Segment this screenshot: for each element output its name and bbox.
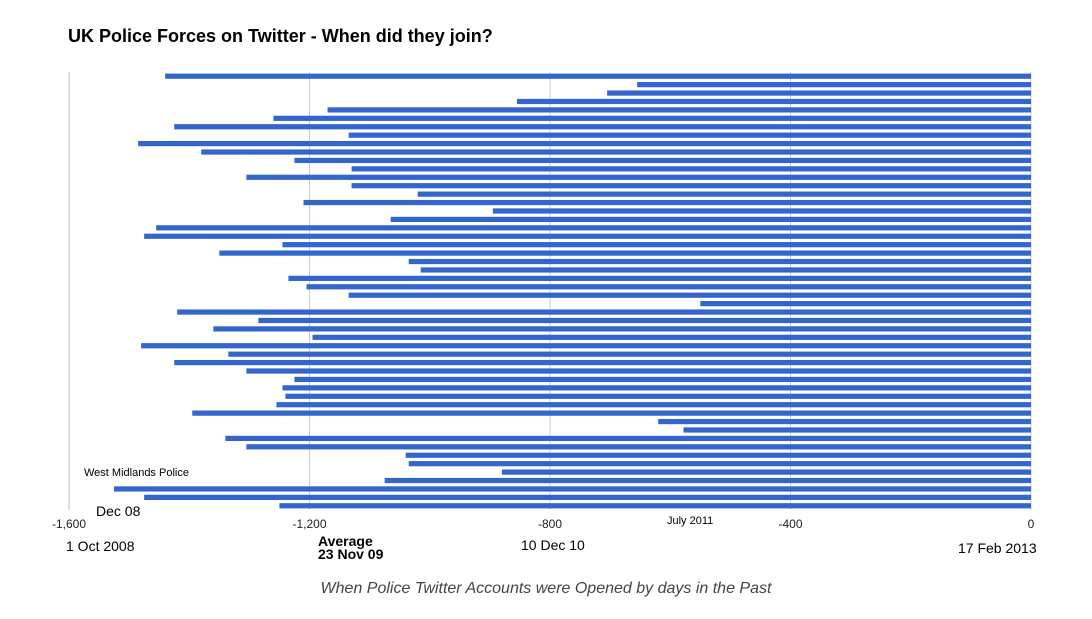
bar[interactable] [156,225,1031,231]
bar[interactable] [700,301,1031,307]
bar[interactable] [174,124,1031,130]
bar[interactable] [501,469,1031,475]
bar[interactable] [312,334,1032,340]
bar[interactable] [201,149,1031,155]
x-tick-label: -1,200 [292,517,326,531]
x-axis-title: When Police Twitter Accounts were Opened… [320,580,772,597]
bar[interactable] [279,503,1031,509]
chart-title: UK Police Forces on Twitter - When did t… [68,26,493,46]
bar[interactable] [348,292,1031,298]
annotation-average: Average [318,533,373,549]
bar[interactable] [174,359,1031,366]
bar[interactable] [327,107,1032,113]
annotation-dec-08: Dec 08 [96,503,141,519]
bar[interactable] [637,82,1031,88]
bar[interactable] [144,233,1031,239]
annotation-west-midlands: West Midlands Police [84,467,189,479]
bar[interactable] [144,494,1031,500]
bar[interactable] [282,242,1032,248]
bar[interactable] [351,166,1031,172]
bar[interactable] [246,368,1031,374]
bar[interactable] [258,317,1031,324]
bar[interactable] [141,343,1031,349]
annotation-average-date: 23 Nov 09 [318,546,384,562]
annotation-1-oct-2008: 1 Oct 2008 [66,538,135,554]
bar[interactable] [351,183,1031,189]
bar[interactable] [516,98,1031,105]
x-tick-label: -1,600 [52,517,86,531]
annotation-july-2011: July 2011 [667,515,714,527]
bar[interactable] [408,258,1031,265]
bar[interactable] [114,486,1031,492]
bar[interactable] [405,452,1031,458]
x-tick-label: -800 [538,517,562,531]
bar[interactable] [348,132,1031,138]
bar[interactable] [138,140,1032,147]
bar[interactable] [408,461,1031,467]
annotation-17-feb-2013: 17 Feb 2013 [958,540,1037,556]
x-tick-label: -400 [778,517,802,531]
bar[interactable] [225,435,1031,442]
bar[interactable] [228,351,1032,357]
bar[interactable] [276,402,1031,408]
bar[interactable] [219,250,1031,256]
bar[interactable] [420,267,1031,273]
bar[interactable] [177,309,1032,315]
bar[interactable] [285,393,1031,399]
bar[interactable] [683,427,1031,433]
x-tick-label: 0 [1028,517,1035,531]
bar[interactable] [417,191,1032,197]
bar[interactable] [246,444,1031,450]
bar[interactable] [390,216,1031,223]
bar[interactable] [213,326,1032,332]
bar[interactable] [607,90,1031,96]
bar[interactable] [658,418,1031,425]
bar[interactable] [492,208,1032,214]
bar[interactable] [294,157,1031,164]
annotation-10-dec-10: 10 Dec 10 [521,537,585,553]
bar[interactable] [282,385,1032,391]
bar[interactable] [306,284,1031,290]
bar[interactable] [273,115,1031,121]
bar[interactable] [384,477,1031,484]
bar[interactable] [192,410,1032,416]
bar[interactable] [165,73,1031,79]
bar[interactable] [246,174,1031,180]
bar[interactable] [294,376,1031,383]
bar[interactable] [303,199,1031,206]
bar[interactable] [288,275,1031,281]
